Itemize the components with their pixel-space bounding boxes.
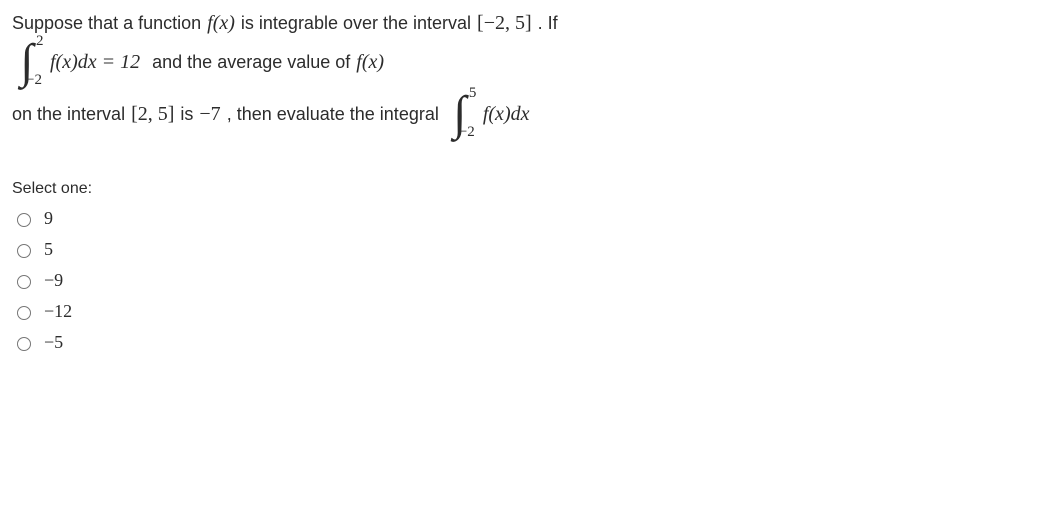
integral-2: ∫ 5 −2 f(x)dx <box>445 90 530 138</box>
math-fx: f(x) <box>207 8 235 38</box>
integral-2-upper: 5 <box>469 86 477 101</box>
select-one-label: Select one: <box>12 180 1044 198</box>
text-segment: . If <box>538 10 558 37</box>
question-line-1: Suppose that a function f(x) is integrab… <box>12 8 1044 38</box>
option-radio-1[interactable] <box>17 244 31 258</box>
option-radio-0[interactable] <box>17 213 31 227</box>
interval-full: [−2, 5] <box>477 8 532 38</box>
option-radio-3[interactable] <box>17 306 31 320</box>
text-segment: , then evaluate the integral <box>227 101 439 128</box>
option-row[interactable]: −9 <box>12 270 1044 291</box>
text-segment: on the interval <box>12 101 125 128</box>
question-body: Suppose that a function f(x) is integrab… <box>12 8 1044 138</box>
option-row[interactable]: 5 <box>12 239 1044 260</box>
option-label: −9 <box>44 270 63 291</box>
integral-1-body: f(x)dx = 12 <box>50 47 140 77</box>
integral-sign-icon: ∫ 5 −2 <box>445 90 475 138</box>
text-segment: is integrable over the interval <box>241 10 471 37</box>
integral-1-upper: 2 <box>36 34 44 49</box>
option-label: −12 <box>44 301 72 322</box>
math-fx: f(x) <box>356 47 384 77</box>
integral-2-lower: −2 <box>459 125 475 140</box>
option-radio-2[interactable] <box>17 275 31 289</box>
integrand: f(x)dx <box>50 51 97 73</box>
option-row[interactable]: −5 <box>12 332 1044 353</box>
integral-1-lower: −2 <box>26 73 42 88</box>
question-line-3: on the interval [2, 5] is −7 , then eval… <box>12 90 1044 138</box>
question-line-2: ∫ 2 −2 f(x)dx = 12 and the average value… <box>12 38 1044 86</box>
option-label: 5 <box>44 239 53 260</box>
integral-1-equals: = 12 <box>97 51 141 73</box>
neg-seven: −7 <box>199 99 220 129</box>
option-label: 9 <box>44 208 53 229</box>
option-row[interactable]: −12 <box>12 301 1044 322</box>
integral-1: ∫ 2 −2 f(x)dx = 12 <box>12 38 140 86</box>
option-label: −5 <box>44 332 63 353</box>
integral-sign-icon: ∫ 2 −2 <box>12 38 42 86</box>
text-segment: and the average value of <box>152 49 350 76</box>
text-segment: is <box>180 101 193 128</box>
integral-2-body: f(x)dx <box>483 99 530 129</box>
option-row[interactable]: 9 <box>12 208 1044 229</box>
options-group: 9 5 −9 −12 −5 <box>12 208 1044 353</box>
option-radio-4[interactable] <box>17 337 31 351</box>
interval-25: [2, 5] <box>131 99 174 129</box>
